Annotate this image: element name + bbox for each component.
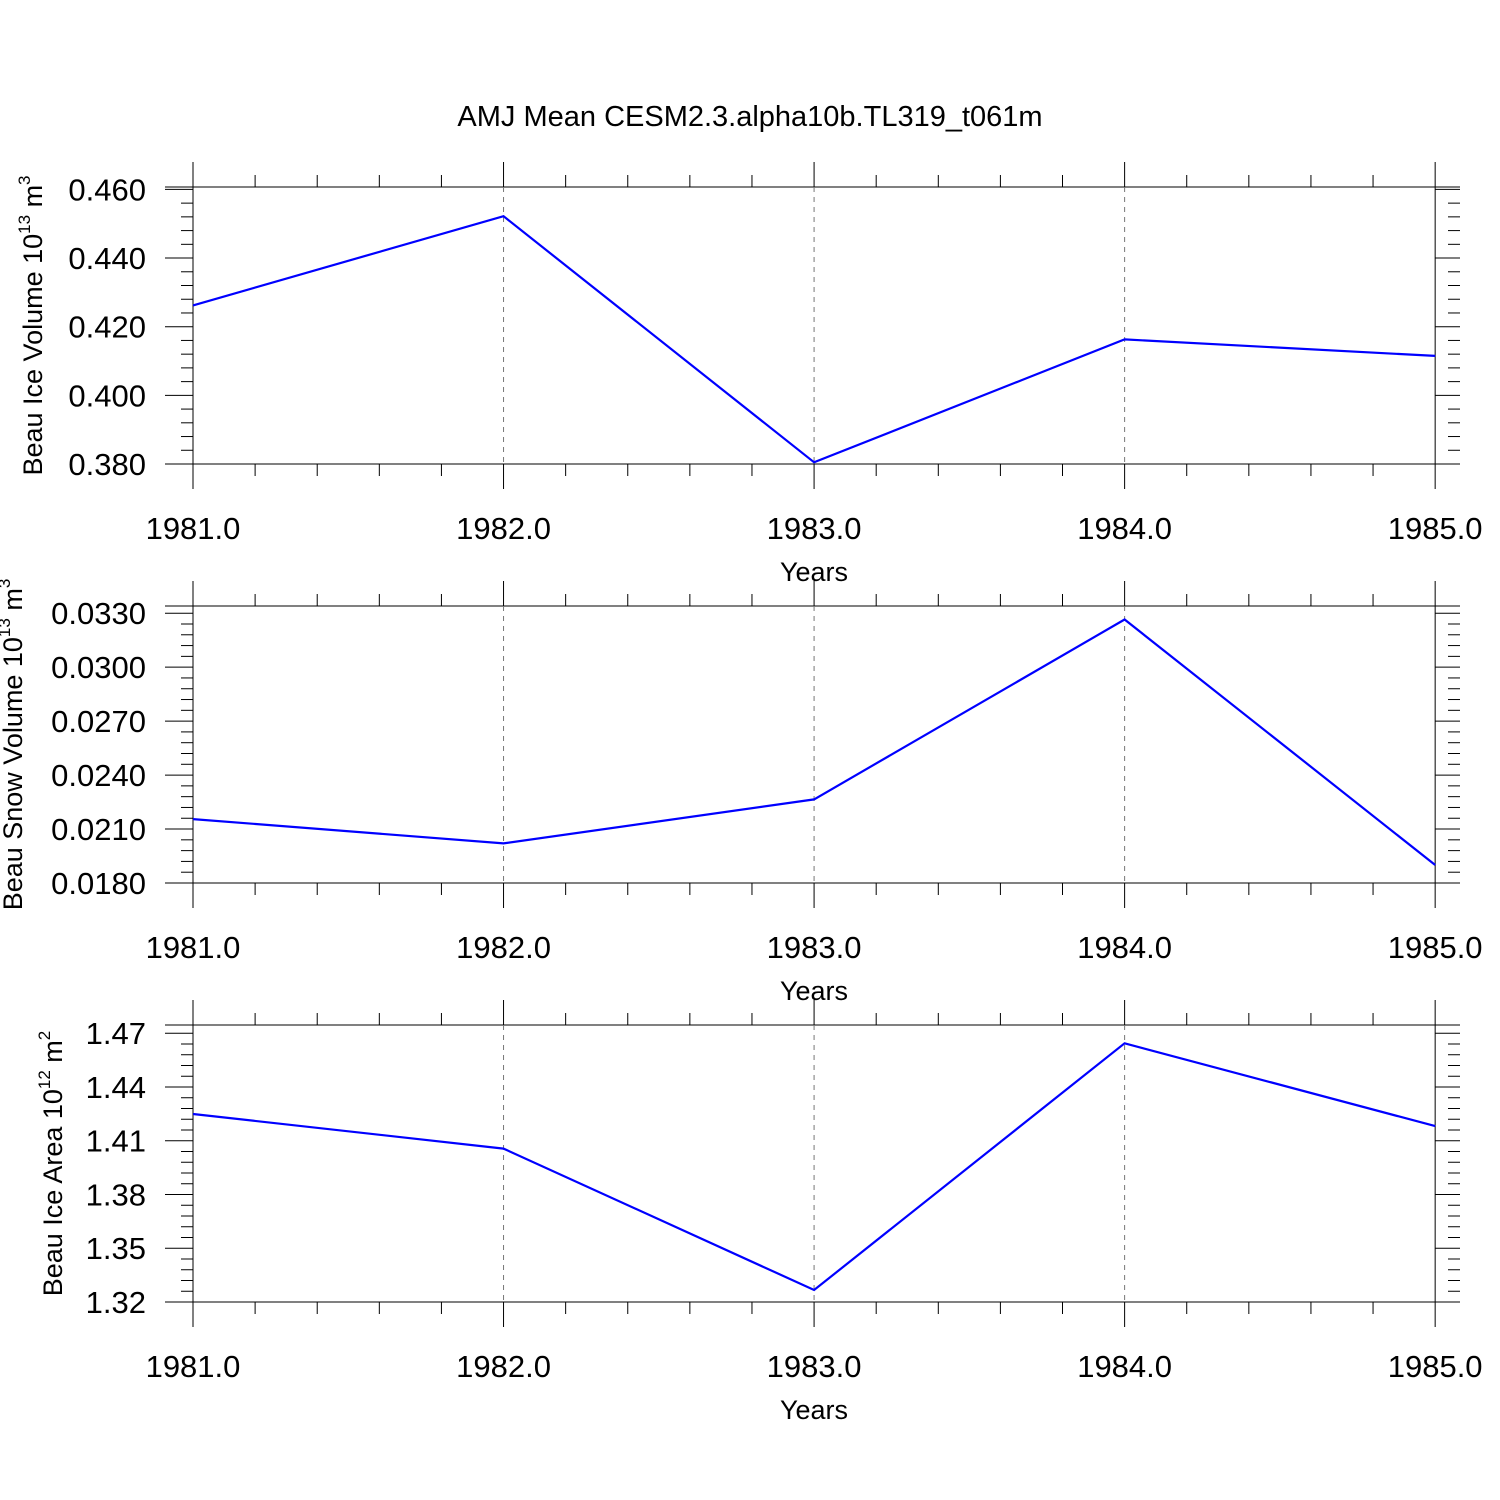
x-axis-title: Years (780, 1395, 848, 1425)
x-tick-label: 1983.0 (767, 1349, 862, 1384)
x-tick-label: 1982.0 (456, 930, 551, 965)
y-axis-title: Beau Ice Volume 1013 m3 (15, 175, 48, 475)
y-tick-label: 1.38 (86, 1177, 146, 1212)
chart-title: AMJ Mean CESM2.3.alpha10b.TL319_t061m (457, 101, 1042, 133)
x-tick-label: 1984.0 (1077, 511, 1172, 546)
panel-2: 1981.0 1982.0 1983.0 1984.0 1985.0 0.0180 0.02… (0, 579, 1483, 1006)
x-tick-label: 1984.0 (1077, 1349, 1172, 1384)
y-tick-label: 0.0300 (51, 650, 146, 685)
x-tick-label: 1983.0 (767, 930, 862, 965)
y-tick-label: 0.0210 (51, 812, 146, 847)
series-line (192, 618, 1436, 866)
y-tick-label: 0.460 (68, 172, 146, 207)
x-tick-label: 1985.0 (1388, 930, 1483, 965)
series-line (192, 214, 1436, 464)
y-tick-label: 0.380 (68, 447, 146, 482)
y-tick-label: 1.41 (86, 1124, 146, 1159)
x-tick-label: 1985.0 (1388, 1349, 1483, 1384)
y-tick-label: 0.0240 (51, 758, 146, 793)
y-tick-label: 1.47 (86, 1016, 146, 1051)
x-tick-label: 1981.0 (146, 511, 241, 546)
y-tick-label: 1.35 (86, 1231, 146, 1266)
panel-3: 1981.0 1982.0 1983.0 1984.0 1985.0 1.32 1.35 1.… (35, 1000, 1483, 1425)
x-tick-label: 1982.0 (456, 1349, 551, 1384)
y-axis-title: Beau Snow Volume 1013 m3 (0, 579, 28, 911)
panel-1: 1981.0 1982.0 1983.0 1984.0 1985.0 0.380 0.400… (15, 162, 1483, 587)
x-tick-label: 1982.0 (456, 511, 551, 546)
y-tick-label: 0.0270 (51, 704, 146, 739)
y-axis-title: Beau Ice Area 1012 m2 (35, 1031, 68, 1297)
y-tick-label: 0.440 (68, 241, 146, 276)
y-tick-label: 0.400 (68, 378, 146, 413)
x-tick-label: 1981.0 (146, 930, 241, 965)
x-tick-label: 1985.0 (1388, 511, 1483, 546)
y-tick-label: 0.420 (68, 310, 146, 345)
series-line (192, 1042, 1436, 1292)
x-tick-label: 1981.0 (146, 1349, 241, 1384)
y-tick-label: 0.0180 (51, 866, 146, 901)
y-tick-label: 1.44 (86, 1070, 146, 1105)
y-tick-label: 1.32 (86, 1285, 146, 1320)
y-tick-label: 0.0330 (51, 596, 146, 631)
x-tick-label: 1984.0 (1077, 930, 1172, 965)
x-tick-label: 1983.0 (767, 511, 862, 546)
